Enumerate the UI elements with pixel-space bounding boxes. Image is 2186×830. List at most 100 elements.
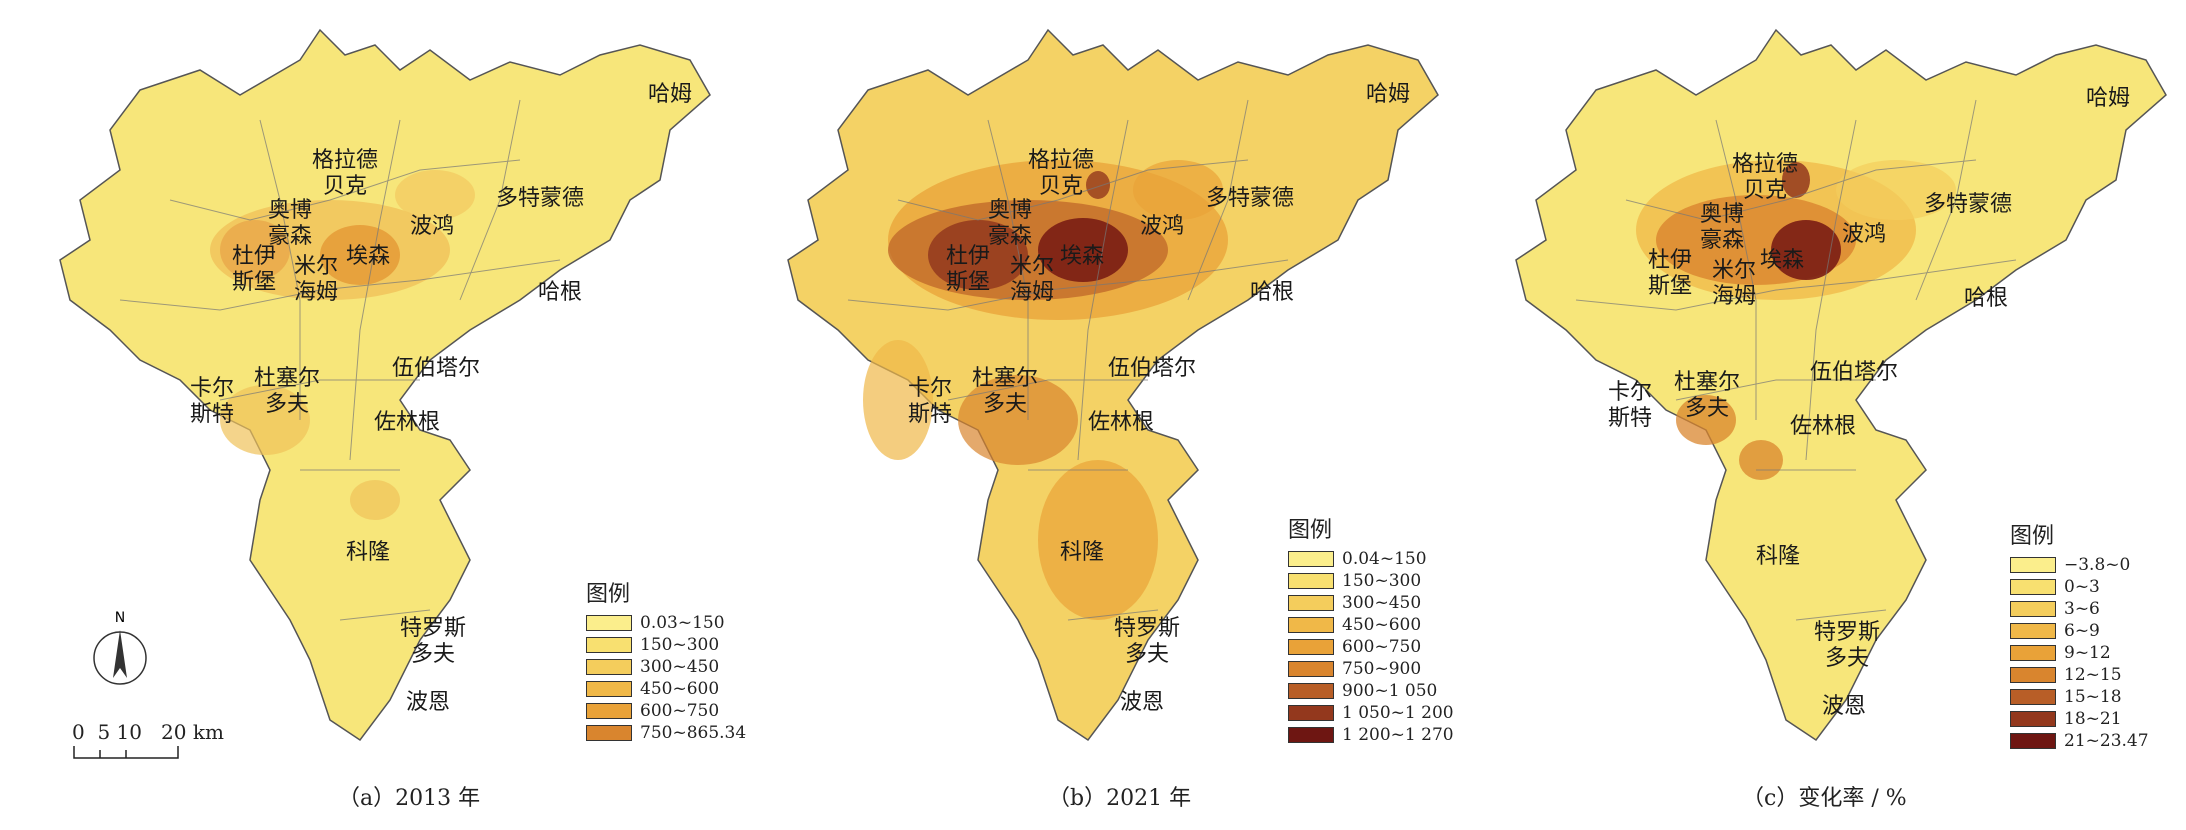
legend-item: 150~300 (586, 634, 746, 656)
legend-swatch (586, 615, 632, 631)
legend-label: 600~750 (1342, 637, 1422, 657)
city-label: 米尔 海姆 (1712, 258, 1757, 309)
map-panel-2021: 哈姆 格拉德 贝克 奥博 豪森 多特蒙德 杜伊 斯堡 米尔 海姆 埃森 波鸿 哈… (728, 0, 1456, 830)
city-label: 伍伯塔尔 (392, 356, 481, 381)
legend-swatch (586, 703, 632, 719)
city-label: 哈根 (538, 280, 583, 305)
legend-label: 3~6 (2064, 599, 2100, 619)
legend-item: 300~450 (586, 656, 746, 678)
legend-label: 300~450 (1342, 593, 1422, 613)
legend-label: −3.8~0 (2064, 555, 2131, 575)
city-label: 奥博 豪森 (988, 198, 1033, 249)
region-map (1515, 28, 2167, 742)
city-label: 奥博 豪森 (1700, 202, 1745, 253)
legend-swatch (2010, 557, 2056, 573)
north-letter: N (115, 610, 125, 626)
map-panel-2013: 哈姆 格拉德 贝克 奥博 豪森 多特蒙德 杜伊 斯堡 米尔 海姆 埃森 波鸿 哈… (0, 0, 746, 830)
city-label: 埃森 (346, 244, 391, 269)
legend-swatch (586, 681, 632, 697)
legend-item: 900~1 050 (1288, 680, 1454, 702)
legend-item: 600~750 (1288, 636, 1454, 658)
legend-item: 9~12 (2010, 642, 2149, 664)
legend-label: 900~1 050 (1342, 681, 1438, 701)
legend-swatch (1288, 639, 1334, 655)
city-label: 格拉德 贝克 (1028, 148, 1095, 199)
legend-label: 9~12 (2064, 643, 2111, 663)
city-label: 杜塞尔 多夫 (1674, 370, 1741, 421)
legend-label: 750~865.34 (640, 723, 747, 743)
city-label: 哈根 (1250, 280, 1295, 305)
panel-caption: （b）2021 年 (1048, 786, 1192, 811)
north-arrow: N (92, 610, 148, 694)
legend-swatch (2010, 579, 2056, 595)
legend: 图例 0.04~150 150~300 300~450 450~600 600~750 7… (1288, 512, 1454, 746)
legend-swatch (2010, 623, 2056, 639)
city-label: 伍伯塔尔 (1810, 360, 1899, 385)
city-label: 奥博 豪森 (268, 198, 313, 249)
legend-list: −3.8~0 0~3 3~6 6~9 9~12 12~15 15~18 18~21 21~23.… (2010, 554, 2149, 752)
legend-label: 750~900 (1342, 659, 1422, 679)
legend-item: 3~6 (2010, 598, 2149, 620)
city-label: 佐林根 (374, 410, 441, 435)
region-map (59, 28, 711, 742)
legend-item: 15~18 (2010, 686, 2149, 708)
legend-item: 0.04~150 (1288, 548, 1454, 570)
legend-title: 图例 (1288, 518, 1333, 543)
legend-label: 0.04~150 (1342, 549, 1427, 569)
legend-swatch (1288, 573, 1334, 589)
city-label: 哈姆 (648, 82, 693, 107)
city-label: 波恩 (406, 690, 451, 715)
legend-swatch (586, 637, 632, 653)
city-label: 杜伊 斯堡 (1648, 248, 1693, 299)
city-label: 波鸿 (410, 214, 455, 239)
legend-swatch (586, 659, 632, 675)
city-label: 哈姆 (2086, 86, 2131, 111)
legend-label: 12~15 (2064, 665, 2122, 685)
legend-list: 0.04~150 150~300 300~450 450~600 600~750 750~… (1288, 548, 1454, 746)
legend-item: 6~9 (2010, 620, 2149, 642)
legend-item: 1 050~1 200 (1288, 702, 1454, 724)
city-label: 杜塞尔 多夫 (972, 366, 1039, 417)
legend: 图例 0.03~150 150~300 300~450 450~600 600~750 7… (586, 576, 746, 744)
city-label: 特罗斯 多夫 (400, 616, 467, 667)
city-label: 杜塞尔 多夫 (254, 366, 321, 417)
legend-label: 600~750 (640, 701, 720, 721)
legend-swatch (2010, 601, 2056, 617)
legend-swatch (1288, 705, 1334, 721)
legend-label: 1 200~1 270 (1342, 725, 1454, 745)
region-boundary (59, 28, 711, 742)
legend: 图例 −3.8~0 0~3 3~6 6~9 9~12 12~15 15~18 18~21 21~… (2010, 518, 2149, 752)
city-label: 埃森 (1760, 248, 1805, 273)
legend-item: −3.8~0 (2010, 554, 2149, 576)
legend-swatch (2010, 667, 2056, 683)
map-panel-change-rate: 哈姆 格拉德 贝克 奥博 豪森 多特蒙德 杜伊 斯堡 米尔 海姆 埃森 波鸿 哈… (1456, 0, 2184, 830)
legend-label: 300~450 (640, 657, 720, 677)
legend-swatch (2010, 733, 2056, 749)
legend-item: 300~450 (1288, 592, 1454, 614)
legend-item: 21~23.47 (2010, 730, 2149, 752)
city-label: 米尔 海姆 (294, 254, 339, 305)
legend-label: 150~300 (640, 635, 720, 655)
legend-item: 600~750 (586, 700, 746, 722)
legend-item: 750~865.34 (586, 722, 746, 744)
legend-swatch (2010, 645, 2056, 661)
legend-swatch (1288, 551, 1334, 567)
city-label: 科隆 (346, 540, 391, 565)
legend-label: 150~300 (1342, 571, 1422, 591)
legend-item: 1 200~1 270 (1288, 724, 1454, 746)
scale-bar-ticks (73, 746, 179, 759)
city-label: 米尔 海姆 (1010, 254, 1055, 305)
legend-item: 750~900 (1288, 658, 1454, 680)
city-label: 波鸿 (1842, 222, 1887, 247)
city-label: 科隆 (1060, 540, 1105, 565)
legend-label: 15~18 (2064, 687, 2122, 707)
legend-swatch (1288, 595, 1334, 611)
scale-bar-label: 0 5 10 20 km (72, 720, 224, 744)
legend-swatch (2010, 689, 2056, 705)
panel-caption: （a）2013 年 (338, 786, 481, 811)
city-label: 哈根 (1964, 286, 2009, 311)
city-label: 特罗斯 多夫 (1114, 616, 1181, 667)
legend-item: 12~15 (2010, 664, 2149, 686)
legend-item: 0.03~150 (586, 612, 746, 634)
city-label: 波恩 (1822, 694, 1867, 719)
